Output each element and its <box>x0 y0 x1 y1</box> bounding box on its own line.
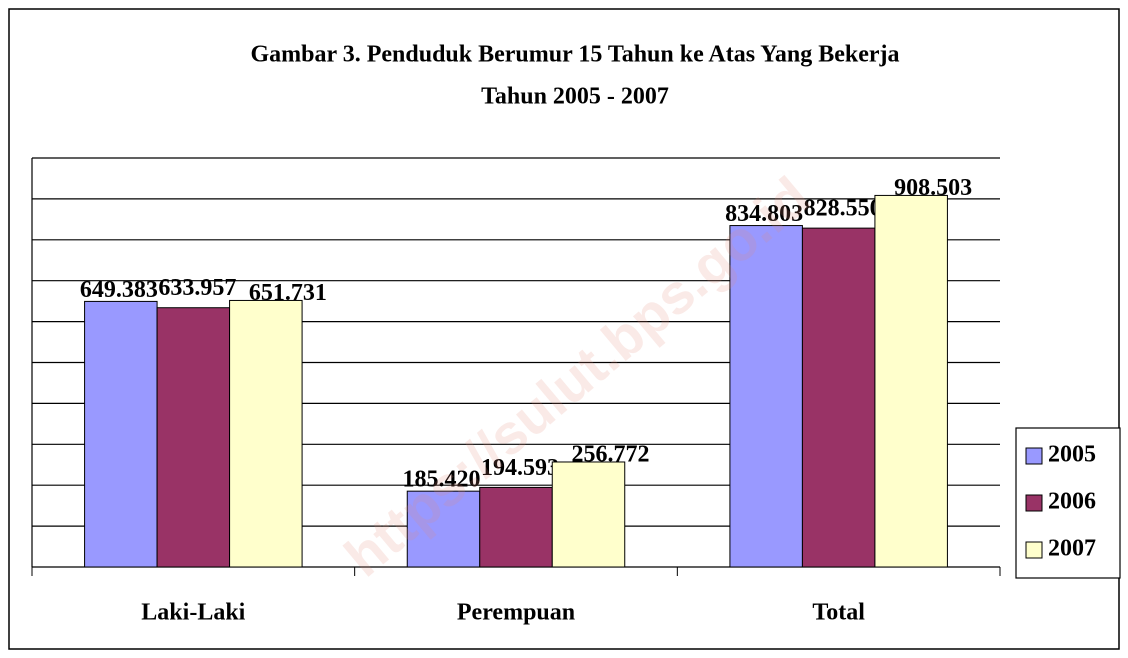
value-label: 256.772 <box>572 441 650 467</box>
value-label: 633.957 <box>158 275 236 301</box>
legend-label: 2007 <box>1048 536 1096 562</box>
value-label: 185.420 <box>403 467 481 493</box>
value-label: 649.383 <box>80 277 158 303</box>
bar <box>874 194 948 568</box>
x-tick-label: Perempuan <box>457 600 575 626</box>
legend-label: 2006 <box>1048 489 1096 515</box>
legend-item: 2007 <box>1025 536 1096 562</box>
bar <box>84 300 158 568</box>
value-label: 651.731 <box>249 280 327 306</box>
legend-swatch <box>1025 541 1043 559</box>
bar <box>801 227 876 568</box>
legend-swatch <box>1025 494 1043 512</box>
bar <box>551 461 626 568</box>
value-label: 194.593 <box>481 455 559 481</box>
bar <box>156 307 231 568</box>
value-label: 834.803 <box>725 201 803 227</box>
value-label: 828.550 <box>804 196 882 222</box>
legend-swatch <box>1025 447 1043 465</box>
bar <box>479 486 553 568</box>
x-tick-label: Total <box>812 600 865 626</box>
chart-title: Tahun 2005 - 2007 <box>481 84 669 110</box>
bar <box>406 490 481 568</box>
legend-label: 2005 <box>1048 442 1096 468</box>
chart-title: Gambar 3. Penduduk Berumur 15 Tahun ke A… <box>250 42 899 68</box>
bar <box>729 225 803 568</box>
legend-item: 2005 <box>1025 442 1096 468</box>
x-tick-label: Laki-Laki <box>141 600 245 626</box>
bar <box>229 299 303 568</box>
legend-item: 2006 <box>1025 489 1096 515</box>
value-label: 908.503 <box>894 175 972 201</box>
